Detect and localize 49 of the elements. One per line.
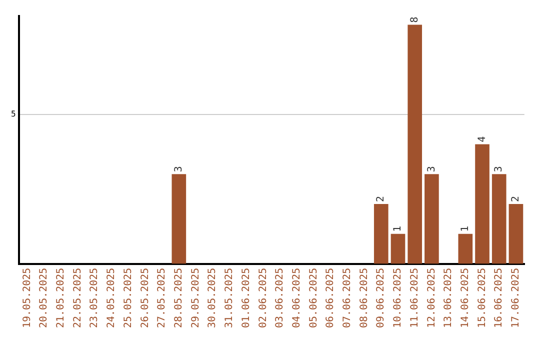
bar [390, 234, 406, 264]
x-tick-label: 10.06.2025 [392, 268, 404, 328]
bar [492, 174, 506, 264]
x-tick-label: 05.06.2025 [308, 268, 320, 328]
x-tick-label: 13.06.2025 [443, 268, 454, 328]
x-tick-label: 07.06.2025 [342, 268, 354, 328]
data-label: 2 [510, 196, 522, 202]
x-tick-label: 22.05.2025 [72, 268, 84, 328]
x-tick-label: 21.05.2025 [56, 268, 67, 328]
x-tick-label: 31.05.2025 [224, 268, 236, 328]
x-tick-label: 01.06.2025 [240, 268, 252, 328]
x-tick-label: 14.06.2025 [460, 268, 472, 328]
x-tick-label: 28.05.2025 [174, 268, 185, 328]
x-tick-label: 06.06.2025 [325, 268, 336, 328]
bar [408, 24, 422, 264]
data-label: 1 [392, 226, 404, 232]
x-tick-label: 08.06.2025 [358, 268, 370, 328]
x-tick-label: 29.05.2025 [190, 268, 202, 328]
x-tick-label: 23.05.2025 [89, 268, 100, 328]
bar [508, 204, 524, 264]
data-label: 3 [174, 166, 185, 172]
y-tick-label: 5 [10, 109, 16, 118]
x-tick-label: 20.05.2025 [38, 268, 50, 328]
data-label: 8 [409, 16, 420, 23]
x-tick-label: 12.06.2025 [426, 268, 438, 328]
x-tick-label: 27.05.2025 [156, 268, 168, 328]
x-tick-label: 11.06.2025 [409, 268, 420, 328]
bar [475, 144, 490, 264]
bar [458, 234, 473, 264]
bar [424, 174, 439, 264]
bar [172, 174, 186, 264]
x-tick-label: 04.06.2025 [291, 268, 302, 328]
x-tick-label: 24.05.2025 [106, 268, 118, 328]
bar [374, 204, 388, 264]
x-tick-label: 16.06.2025 [494, 268, 505, 328]
data-label: 4 [476, 136, 488, 142]
x-tick-label: 17.06.2025 [510, 268, 522, 328]
x-tick-label: 02.06.2025 [258, 268, 269, 328]
x-tick-label: 26.05.2025 [140, 268, 151, 328]
data-label: 3 [426, 166, 438, 172]
data-label: 1 [460, 226, 472, 232]
x-tick-label: 09.06.2025 [376, 268, 387, 328]
x-tick-label: 25.05.2025 [122, 268, 134, 328]
x-tick-label: 30.05.2025 [207, 268, 218, 328]
data-label: 3 [494, 166, 505, 172]
x-tick-label: 19.05.2025 [22, 268, 33, 328]
data-label: 2 [376, 196, 387, 202]
x-tick-label: 03.06.2025 [274, 268, 286, 328]
x-tick-label: 15.06.2025 [476, 268, 488, 328]
